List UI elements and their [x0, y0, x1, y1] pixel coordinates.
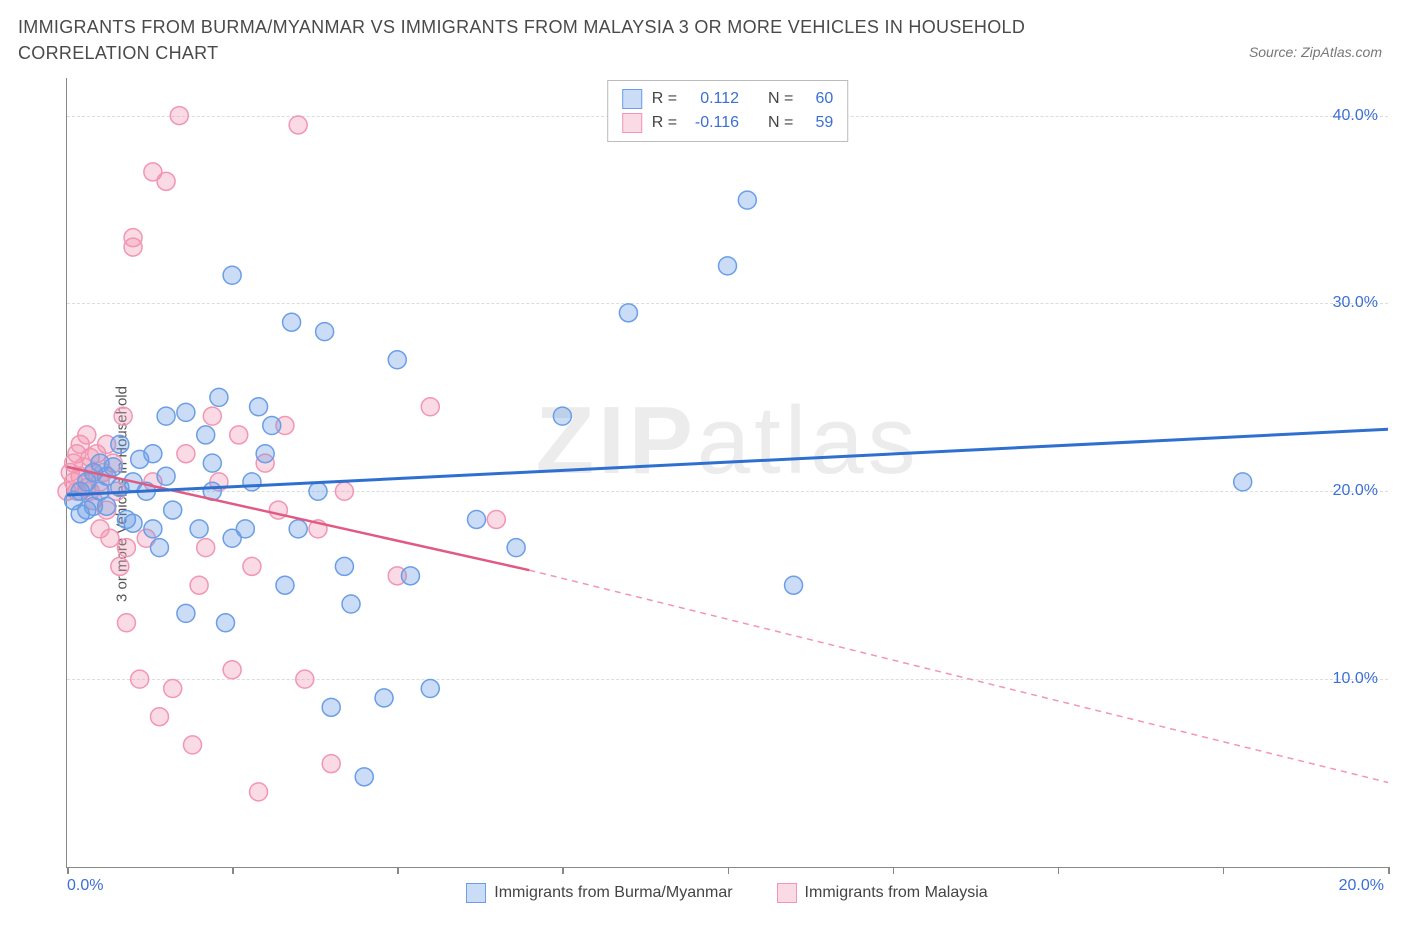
data-point: [223, 661, 241, 679]
data-point: [263, 417, 281, 435]
data-point: [289, 520, 307, 538]
data-point: [322, 698, 340, 716]
swatch-pink-icon: [622, 113, 642, 133]
data-point: [421, 680, 439, 698]
data-point: [157, 172, 175, 190]
data-point: [177, 604, 195, 622]
data-point: [124, 514, 142, 532]
stats-row-2: R = -0.116 N = 59: [622, 111, 834, 135]
data-point: [183, 736, 201, 754]
data-point: [619, 304, 637, 322]
data-point: [114, 407, 132, 425]
data-point: [243, 557, 261, 575]
data-point: [250, 783, 268, 801]
data-point: [210, 388, 228, 406]
data-point: [117, 614, 135, 632]
data-point: [150, 539, 168, 557]
data-point: [177, 445, 195, 463]
x-tick: [728, 867, 730, 874]
data-point: [243, 473, 261, 491]
data-point: [157, 467, 175, 485]
swatch-blue-icon: [466, 883, 486, 903]
data-point: [217, 614, 235, 632]
data-point: [144, 520, 162, 538]
x-tick: [397, 867, 399, 874]
legend-label-2: Immigrants from Malaysia: [805, 884, 988, 902]
bottom-legend: Immigrants from Burma/Myanmar Immigrants…: [66, 876, 1388, 910]
x-tick: [1223, 867, 1225, 874]
data-point: [256, 445, 274, 463]
source-label: Source: ZipAtlas.com: [1249, 44, 1388, 66]
x-tick: [893, 867, 895, 874]
data-point: [197, 426, 215, 444]
data-point: [296, 670, 314, 688]
data-point: [553, 407, 571, 425]
data-point: [283, 313, 301, 331]
data-point: [203, 454, 221, 472]
data-point: [203, 407, 221, 425]
data-point: [104, 458, 122, 476]
data-point: [719, 257, 737, 275]
data-point: [144, 445, 162, 463]
data-point: [342, 595, 360, 613]
data-point: [335, 482, 353, 500]
data-point: [316, 323, 334, 341]
data-point: [401, 567, 419, 585]
data-point: [177, 403, 195, 421]
data-point: [124, 238, 142, 256]
chart-container: 3 or more Vehicles in Household ZIPatlas…: [18, 78, 1388, 910]
data-point: [78, 426, 96, 444]
data-point: [230, 426, 248, 444]
data-point: [421, 398, 439, 416]
data-point: [190, 576, 208, 594]
data-point: [150, 708, 168, 726]
swatch-pink-icon: [777, 883, 797, 903]
x-tick: [67, 867, 69, 874]
data-point: [507, 539, 525, 557]
data-point: [322, 755, 340, 773]
data-point: [223, 266, 241, 284]
data-point: [335, 557, 353, 575]
data-point: [190, 520, 208, 538]
data-point: [170, 107, 188, 125]
legend-item-2: Immigrants from Malaysia: [777, 883, 988, 903]
x-tick: [1058, 867, 1060, 874]
data-point: [131, 670, 149, 688]
x-tick: [1388, 867, 1390, 874]
chart-title: IMMIGRANTS FROM BURMA/MYANMAR VS IMMIGRA…: [18, 14, 1138, 66]
data-point: [309, 482, 327, 500]
data-point: [785, 576, 803, 594]
data-point: [276, 576, 294, 594]
data-point: [117, 539, 135, 557]
data-point: [164, 501, 182, 519]
stats-legend: R = 0.112 N = 60 R = -0.116 N = 59: [607, 80, 849, 142]
stats-row-1: R = 0.112 N = 60: [622, 87, 834, 111]
plot-area: ZIPatlas R = 0.112 N = 60 R = -0.116 N =…: [66, 78, 1388, 868]
data-point: [355, 768, 373, 786]
data-point: [157, 407, 175, 425]
legend-item-1: Immigrants from Burma/Myanmar: [466, 883, 732, 903]
data-point: [289, 116, 307, 134]
data-point: [1234, 473, 1252, 491]
data-point: [197, 539, 215, 557]
data-point: [236, 520, 254, 538]
data-point: [468, 510, 486, 528]
data-point: [101, 529, 119, 547]
data-point: [111, 435, 129, 453]
data-point: [164, 680, 182, 698]
data-point: [111, 557, 129, 575]
data-point: [388, 351, 406, 369]
x-tick: [562, 867, 564, 874]
data-point: [98, 497, 116, 515]
data-point: [487, 510, 505, 528]
data-point: [250, 398, 268, 416]
trend-line: [529, 570, 1388, 782]
data-point: [375, 689, 393, 707]
scatter-svg: [67, 78, 1388, 867]
data-point: [738, 191, 756, 209]
x-tick: [232, 867, 234, 874]
legend-label-1: Immigrants from Burma/Myanmar: [494, 884, 732, 902]
swatch-blue-icon: [622, 89, 642, 109]
